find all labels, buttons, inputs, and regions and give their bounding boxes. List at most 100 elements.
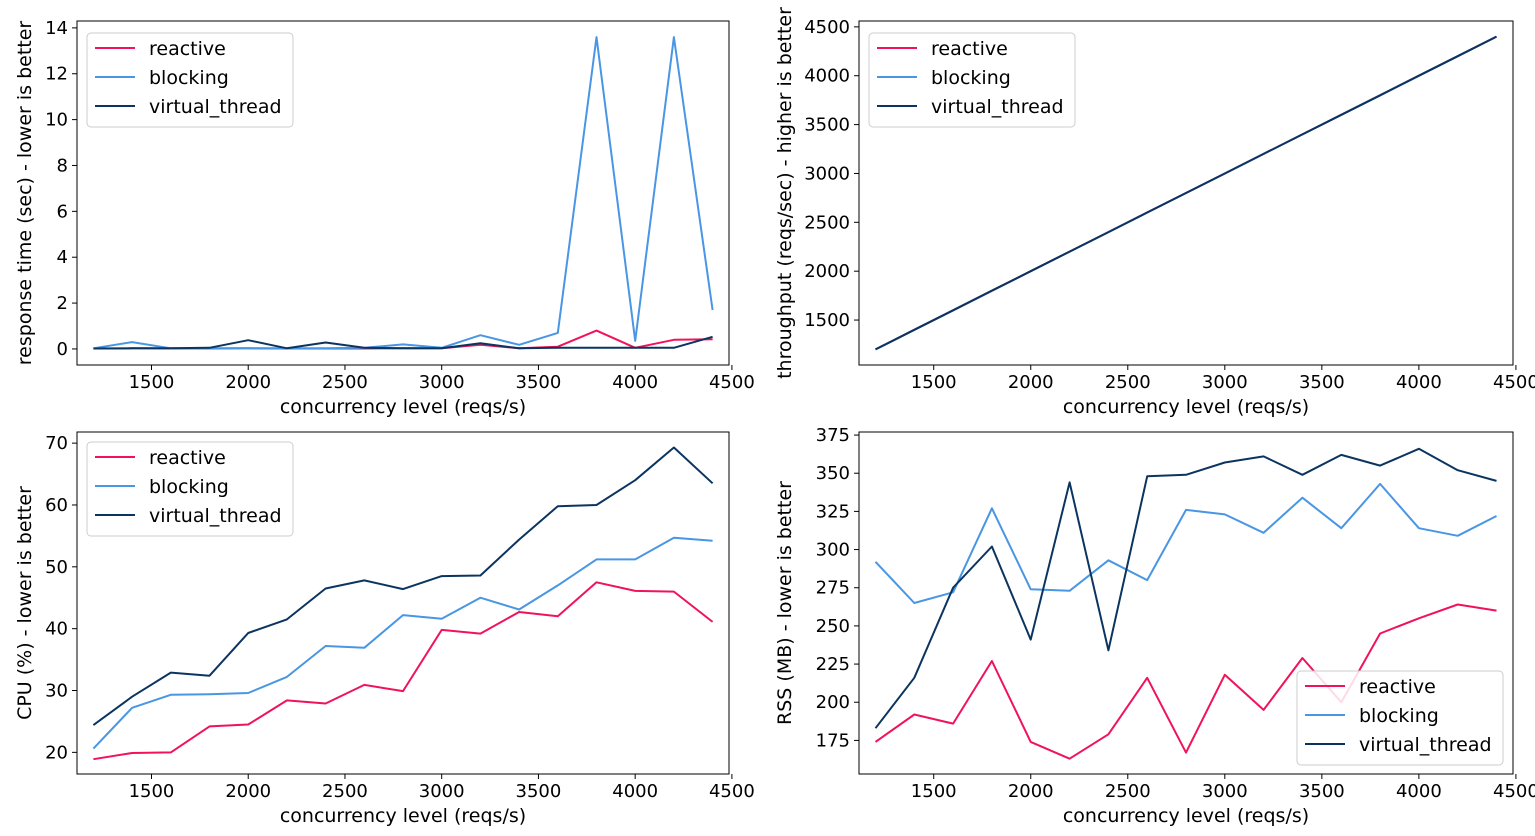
x-tick-label: 2500: [322, 781, 368, 802]
y-tick-label: 225: [816, 654, 850, 675]
y-tick-label: 8: [57, 155, 68, 176]
y-tick-label: 2000: [804, 261, 850, 282]
x-tick-label: 4000: [612, 372, 658, 393]
series-line-blocking: [92, 536, 713, 750]
series-line-reactive: [93, 581, 714, 761]
x-tick-label: 4000: [612, 781, 658, 802]
plot-frame: [76, 20, 730, 366]
x-tick-label: 1500: [911, 781, 957, 802]
legend-box: [1296, 670, 1504, 766]
series-line-virtual-thread: [93, 335, 713, 350]
x-tick-label: 3500: [1299, 372, 1345, 393]
series-line-reactive: [874, 603, 1497, 760]
y-tick-label: 350: [816, 463, 850, 484]
legend-label: virtual_thread: [931, 96, 1064, 118]
x-tick-label: 2000: [225, 781, 271, 802]
y-axis-label: RSS (MB) - lower is better: [774, 481, 796, 725]
chart-panel-4: 1500 2000 2500 3000 3500 4000 4500 175 200 225 250…: [774, 425, 1535, 827]
x-tick-label: 3000: [1202, 781, 1248, 802]
chart-panel-3: 1500 2000 2500 3000 3500 4000 4500 20 30 40 50 60 70…: [14, 431, 755, 827]
series-line-virtual-thread: [875, 35, 1497, 351]
legend-box: [86, 441, 294, 537]
x-tick-label: 2500: [1105, 781, 1151, 802]
plot-frame: [858, 20, 1514, 366]
y-tick-label: 6: [57, 201, 68, 222]
x-tick-label: 1500: [129, 372, 175, 393]
series-line-virtual-thread: [92, 446, 714, 726]
legend-label: virtual_thread: [149, 505, 282, 527]
y-tick-label: 300: [816, 540, 850, 561]
y-tick-label: 2500: [804, 212, 850, 233]
y-tick-label: 4500: [804, 17, 850, 38]
x-axis-label: concurrency level (reqs/s): [1063, 396, 1309, 418]
legend-label: blocking: [149, 476, 229, 498]
y-tick-label: 4: [57, 247, 68, 268]
y-axis-label: CPU (%) - lower is better: [14, 486, 36, 720]
legend-label: blocking: [931, 67, 1011, 89]
x-tick-label: 1500: [911, 372, 957, 393]
x-tick-label: 2000: [1008, 781, 1054, 802]
chart-panel-1: 1500 2000 2500 3000 3500 4000 4500 0 2 4 6 8 10 12 14 c…: [14, 18, 755, 418]
y-tick-label: 30: [45, 681, 68, 702]
x-axis-label: concurrency level (reqs/s): [1063, 805, 1309, 827]
y-tick-label: 3000: [804, 163, 850, 184]
x-tick-label: 4500: [709, 372, 755, 393]
y-tick-label: 175: [816, 730, 850, 751]
y-tick-label: 275: [816, 578, 850, 599]
y-tick-label: 70: [45, 433, 68, 454]
x-axis-label: concurrency level (reqs/s): [280, 805, 526, 827]
plot-frame: [76, 431, 730, 775]
x-tick-label: 4500: [709, 781, 755, 802]
legend-label: virtual_thread: [149, 96, 282, 118]
x-tick-label: 1500: [129, 781, 175, 802]
y-tick-label: 60: [45, 495, 68, 516]
series-line-virtual-thread: [874, 447, 1497, 729]
series-line-blocking: [874, 482, 1497, 604]
y-tick-label: 40: [45, 619, 68, 640]
series-line-reactive: [93, 329, 713, 350]
y-tick-label: 250: [816, 616, 850, 637]
legend-label: virtual_thread: [1359, 734, 1492, 756]
x-tick-label: 3000: [419, 781, 465, 802]
y-tick-label: 3500: [804, 115, 850, 136]
x-tick-label: 4000: [1396, 781, 1442, 802]
legend: reactive blocking virtual_thread: [86, 441, 294, 537]
legend-label: blocking: [1359, 705, 1439, 727]
y-tick-label: 1500: [804, 310, 850, 331]
x-tick-label: 3500: [516, 781, 562, 802]
y-tick-label: 10: [45, 110, 68, 131]
x-tick-label: 4500: [1493, 781, 1535, 802]
y-tick-label: 375: [816, 425, 850, 446]
legend: reactive blocking virtual_thread: [86, 32, 294, 128]
y-tick-label: 2: [57, 293, 68, 314]
y-tick-label: 4000: [804, 66, 850, 87]
x-tick-label: 2500: [1105, 372, 1151, 393]
y-axis-label: throughput (reqs/sec) - higher is better: [774, 7, 796, 379]
legend-box: [868, 32, 1076, 128]
x-tick-label: 4500: [1493, 372, 1535, 393]
x-tick-label: 2000: [1008, 372, 1054, 393]
legend: reactive blocking virtual_thread: [868, 32, 1076, 128]
legend-label: reactive: [149, 38, 226, 60]
y-tick-label: 325: [816, 501, 850, 522]
legend-label: blocking: [149, 67, 229, 89]
x-tick-label: 3000: [419, 372, 465, 393]
y-axis-label: response time (sec) - lower is better: [14, 21, 36, 366]
x-tick-label: 3000: [1202, 372, 1248, 393]
x-axis-label: concurrency level (reqs/s): [280, 396, 526, 418]
x-tick-label: 2500: [322, 372, 368, 393]
legend: reactive blocking virtual_thread: [1296, 670, 1504, 766]
x-tick-label: 4000: [1396, 372, 1442, 393]
plot-frame: [858, 431, 1514, 775]
x-tick-label: 3500: [516, 372, 562, 393]
y-tick-label: 50: [45, 557, 68, 578]
x-tick-label: 3500: [1299, 781, 1345, 802]
legend-label: reactive: [149, 447, 226, 469]
chart-panel-2: 1500 2000 2500 3000 3500 4000 4500 1500 2000 2500…: [774, 7, 1535, 418]
legend-label: reactive: [1359, 676, 1436, 698]
x-tick-label: 2000: [225, 372, 271, 393]
y-tick-label: 12: [45, 64, 68, 85]
legend-box: [86, 32, 294, 128]
y-tick-label: 0: [57, 339, 68, 360]
y-tick-label: 14: [45, 18, 68, 39]
